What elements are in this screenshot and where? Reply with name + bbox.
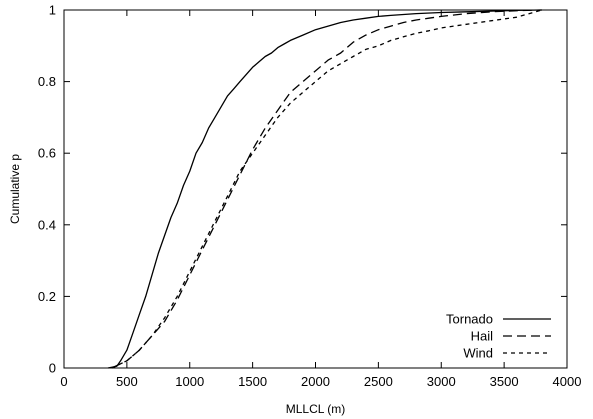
x-tick-label: 0 bbox=[60, 374, 67, 389]
legend-label-tornado: Tornado bbox=[446, 312, 493, 327]
legend-label-wind: Wind bbox=[463, 346, 493, 361]
x-tick-label: 1500 bbox=[238, 374, 267, 389]
x-tick-label: 2500 bbox=[364, 374, 393, 389]
series-line-tornado bbox=[107, 9, 542, 369]
series-line-wind bbox=[111, 9, 542, 369]
x-tick-label: 2000 bbox=[301, 374, 330, 389]
legend-label-hail: Hail bbox=[471, 329, 494, 344]
legend: Tornado Hail Wind bbox=[446, 312, 551, 361]
x-tick-label: 3500 bbox=[490, 374, 519, 389]
y-ticks: 0 0.2 0.4 0.6 0.8 1 bbox=[38, 3, 567, 376]
y-tick-label: 0.6 bbox=[38, 146, 56, 161]
x-tick-label: 3000 bbox=[427, 374, 456, 389]
series-line-hail bbox=[111, 9, 542, 369]
series-lines bbox=[107, 9, 542, 369]
x-ticks: 0 500 1000 1500 2000 2500 3000 3500 4000 bbox=[60, 10, 581, 389]
y-axis-title: Cumulative p bbox=[8, 154, 22, 224]
x-tick-label: 4000 bbox=[553, 374, 582, 389]
y-tick-label: 0.4 bbox=[38, 217, 56, 232]
y-tick-label: 0.2 bbox=[38, 289, 56, 304]
y-tick-label: 0 bbox=[49, 361, 56, 376]
x-axis-title: MLLCL (m) bbox=[286, 402, 346, 416]
x-tick-label: 500 bbox=[116, 374, 138, 389]
x-tick-label: 1000 bbox=[175, 374, 204, 389]
y-tick-label: 1 bbox=[49, 3, 56, 18]
y-tick-label: 0.8 bbox=[38, 74, 56, 89]
